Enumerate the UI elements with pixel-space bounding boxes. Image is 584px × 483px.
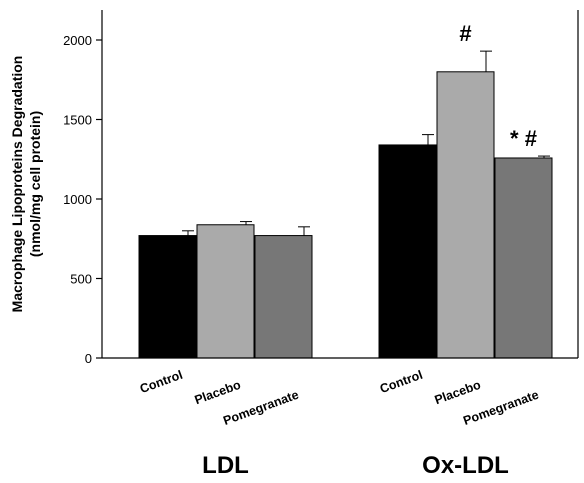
bar-ldl-placebo (196, 224, 255, 359)
bar-ox-ldl-pomegranate (494, 157, 553, 359)
y-tick-label: 0 (85, 351, 92, 366)
y-tick-label: 1500 (63, 113, 92, 128)
category-label: Placebo (433, 378, 483, 408)
group-label: LDL (202, 452, 249, 479)
significance-marker: # (459, 21, 471, 46)
bar-ox-ldl-control (378, 144, 437, 359)
y-tick-label: 2000 (63, 33, 92, 48)
y-axis-label-line1: Macrophage Lipoproteins Degradation (9, 56, 25, 313)
category-label: Placebo (193, 378, 243, 408)
y-tick-label: 1000 (63, 192, 92, 207)
y-axis-label-line2: (nmol/mg cell protein) (27, 111, 43, 257)
group-label: Ox-LDL (422, 452, 509, 479)
bar-ox-ldl-placebo (436, 71, 495, 359)
y-tick-label: 500 (70, 272, 92, 287)
bar-ldl-pomegranate (254, 235, 313, 359)
y-axis: 0 500 1000 1500 2000 (63, 33, 102, 366)
significance-marker: * # (510, 126, 537, 151)
category-label: Control (138, 368, 185, 396)
bar-ldl-control (138, 235, 197, 359)
bars: # * # (138, 21, 553, 359)
category-label: Control (378, 368, 425, 396)
